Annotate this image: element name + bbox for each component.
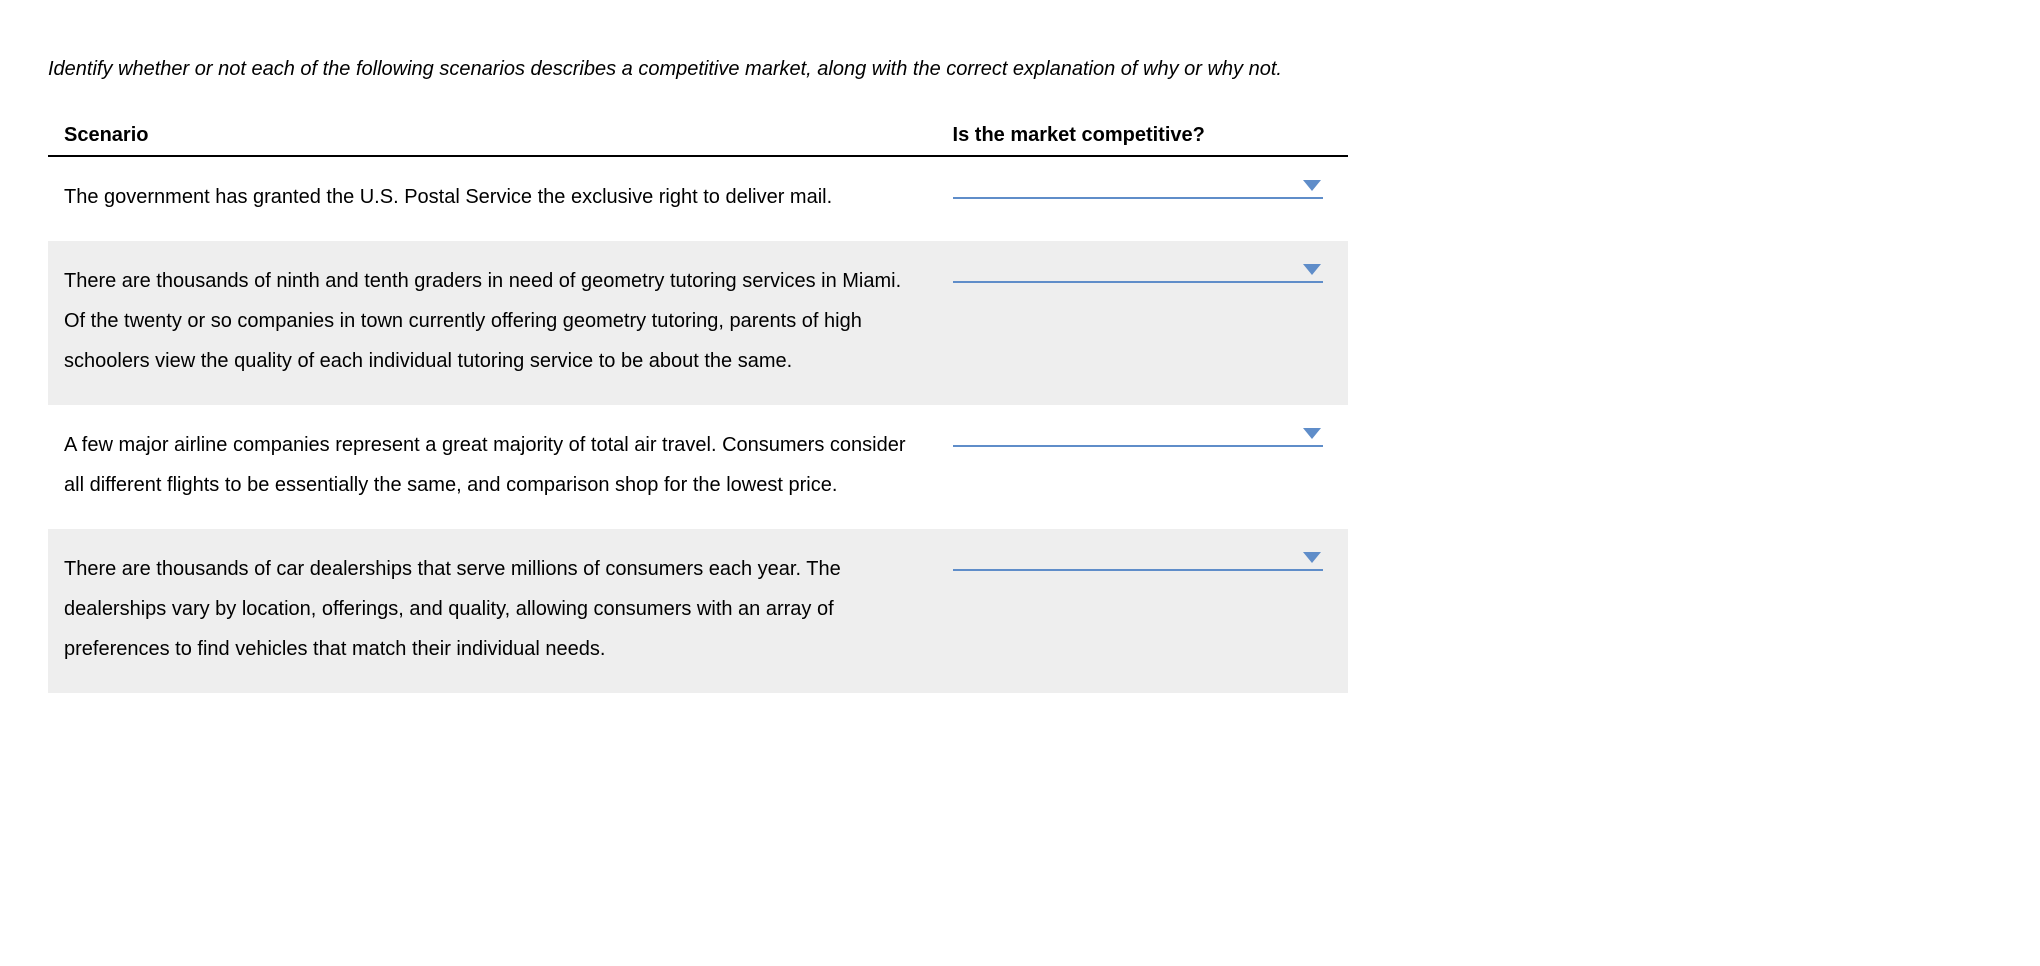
scenario-text: A few major airline companies represent … bbox=[48, 405, 937, 529]
page: Identify whether or not each of the foll… bbox=[0, 0, 2040, 733]
answer-dropdown[interactable] bbox=[953, 421, 1323, 447]
table-header-row: Scenario Is the market competitive? bbox=[48, 116, 1348, 156]
table-row: There are thousands of ninth and tenth g… bbox=[48, 241, 1348, 405]
answer-cell bbox=[937, 529, 1348, 693]
column-header-answer: Is the market competitive? bbox=[937, 116, 1348, 156]
table-row: The government has granted the U.S. Post… bbox=[48, 156, 1348, 241]
scenario-text: The government has granted the U.S. Post… bbox=[48, 156, 937, 241]
answer-cell bbox=[937, 405, 1348, 529]
table-row: A few major airline companies represent … bbox=[48, 405, 1348, 529]
scenario-text: There are thousands of ninth and tenth g… bbox=[48, 241, 937, 405]
answer-dropdown[interactable] bbox=[953, 257, 1323, 283]
chevron-down-icon bbox=[1303, 180, 1321, 191]
scenarios-table: Scenario Is the market competitive? The … bbox=[48, 116, 1348, 693]
scenario-text: There are thousands of car dealerships t… bbox=[48, 529, 937, 693]
answer-dropdown[interactable] bbox=[953, 545, 1323, 571]
column-header-scenario: Scenario bbox=[48, 116, 937, 156]
answer-cell bbox=[937, 156, 1348, 241]
question-prompt: Identify whether or not each of the foll… bbox=[48, 54, 1992, 84]
answer-dropdown[interactable] bbox=[953, 173, 1323, 199]
answer-cell bbox=[937, 241, 1348, 405]
table-row: There are thousands of car dealerships t… bbox=[48, 529, 1348, 693]
chevron-down-icon bbox=[1303, 552, 1321, 563]
chevron-down-icon bbox=[1303, 428, 1321, 439]
chevron-down-icon bbox=[1303, 264, 1321, 275]
